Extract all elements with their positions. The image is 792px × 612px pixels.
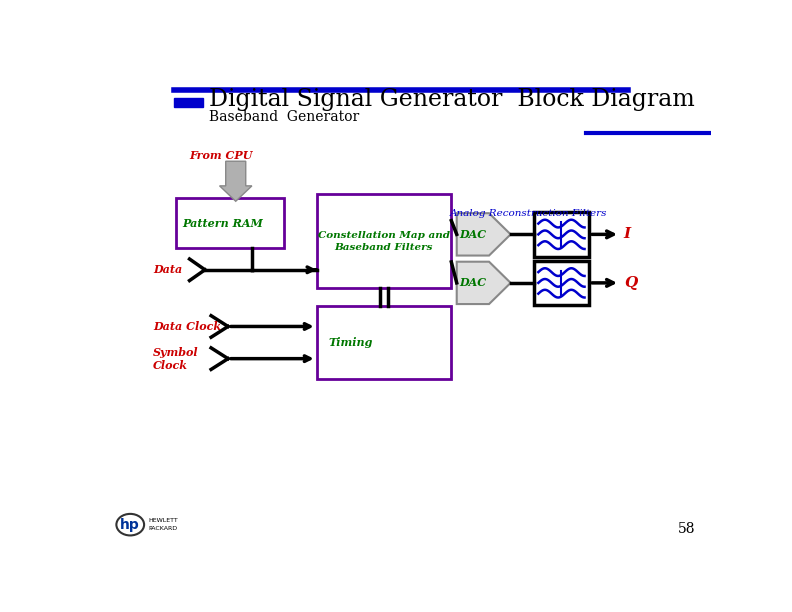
Ellipse shape — [116, 514, 144, 536]
Bar — [534, 261, 589, 305]
Bar — [317, 195, 451, 288]
Polygon shape — [457, 262, 511, 304]
Text: DAC: DAC — [459, 229, 486, 240]
Text: hp: hp — [120, 518, 140, 532]
Text: Q: Q — [624, 276, 637, 290]
Text: HEWLETT: HEWLETT — [149, 518, 178, 523]
Bar — [317, 306, 451, 379]
Text: Baseband Filters: Baseband Filters — [335, 243, 433, 252]
Bar — [534, 212, 589, 256]
Text: PACKARD: PACKARD — [149, 526, 178, 531]
Bar — [174, 98, 204, 107]
Bar — [177, 198, 284, 248]
Text: From CPU: From CPU — [189, 151, 253, 162]
Text: Pattern RAM: Pattern RAM — [183, 218, 264, 229]
Text: Baseband  Generator: Baseband Generator — [209, 110, 359, 124]
Text: Constellation Map and: Constellation Map and — [318, 231, 450, 240]
Text: Analog Reconstruction Filters: Analog Reconstruction Filters — [450, 209, 607, 218]
Text: Timing: Timing — [328, 337, 372, 348]
Text: 58: 58 — [677, 522, 695, 536]
Text: I: I — [624, 228, 631, 241]
Text: Data Clock: Data Clock — [154, 321, 222, 332]
Text: Data: Data — [154, 264, 183, 275]
Text: Digital Signal Generator  Block Diagram: Digital Signal Generator Block Diagram — [209, 88, 695, 111]
Text: Symbol
Clock: Symbol Clock — [154, 347, 199, 370]
Text: DAC: DAC — [459, 277, 486, 288]
Polygon shape — [457, 213, 511, 256]
FancyArrow shape — [219, 161, 252, 201]
